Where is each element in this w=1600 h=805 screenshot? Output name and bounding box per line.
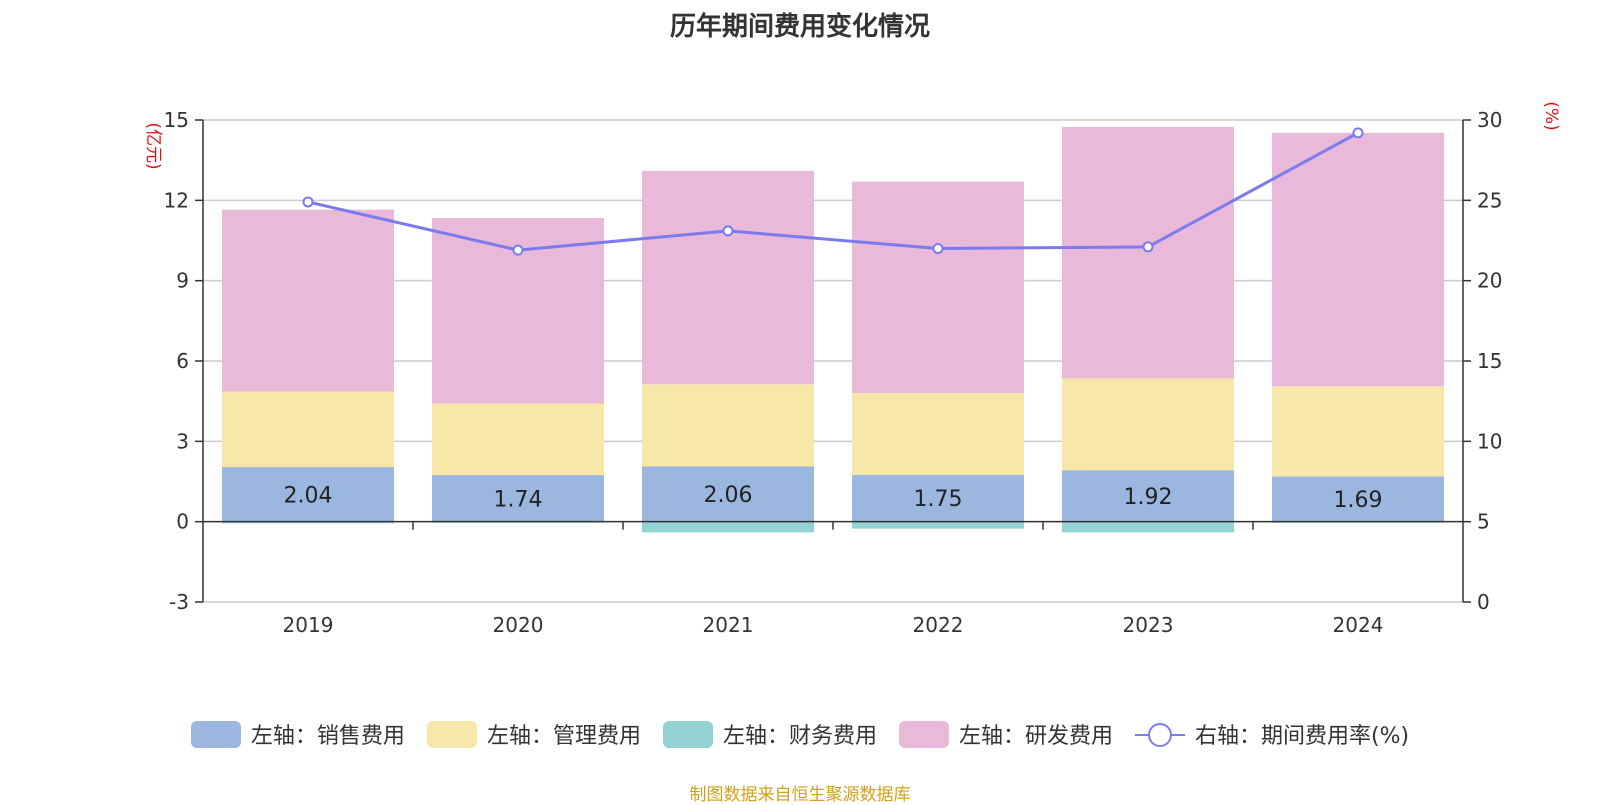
data-labels: 2.04 1.74 2.06 1.75 1.92 1.69: [284, 483, 1383, 513]
legend-swatch-finance: [662, 720, 713, 748]
left-tick-label: 15: [164, 108, 189, 132]
bar-左轴：研发费用-2021: [642, 170, 814, 385]
rate-point-2021: [722, 225, 734, 237]
right-tick-label: 20: [1477, 269, 1502, 293]
legend-item-finance[interactable]: 左轴：财务费用: [662, 718, 877, 750]
bar-左轴：销售费用-2021: [642, 466, 814, 522]
data-label: 1.74: [494, 487, 543, 512]
right-unit-label: (%): [1541, 101, 1561, 130]
left-tick-label: 3: [176, 429, 189, 453]
category-label: 2020: [493, 613, 544, 637]
bar-左轴：财务费用-2022: [852, 521, 1024, 529]
axes: -3 0 3 6 9 12 15 0 5 10 15 20 25 30 (亿元) (%) 2019 2020 202…: [143, 101, 1561, 637]
legend-label-sales: 左轴：销售费用: [250, 724, 405, 749]
rate-point-2023: [1142, 241, 1154, 253]
bar-左轴：研发费用-2022: [852, 181, 1024, 394]
right-tick-label: 0: [1477, 590, 1490, 614]
bar-左轴：管理费用-2019: [222, 391, 394, 468]
bar-左轴：销售费用-2022: [852, 474, 1024, 522]
rate-polyline: [307, 131, 1359, 252]
data-label: 1.69: [1334, 488, 1383, 513]
bar-左轴：管理费用-2022: [852, 393, 1024, 475]
bar-左轴：研发费用-2023: [1062, 126, 1234, 379]
legend-swatch-rnd: [898, 720, 949, 748]
right-tick-label: 10: [1477, 429, 1502, 453]
bar-左轴：财务费用-2019: [222, 521, 394, 524]
data-label: 1.75: [914, 487, 963, 512]
left-unit-label: (亿元): [143, 122, 163, 169]
legend-label-rnd: 左轴：研发费用: [958, 724, 1113, 749]
bar-左轴：管理费用-2023: [1062, 378, 1234, 471]
left-tick-label: 6: [176, 349, 189, 373]
right-tick-label: 5: [1477, 510, 1490, 534]
legend-item-rnd[interactable]: 左轴：研发费用: [898, 718, 1113, 750]
legend-label-rate: 右轴：期间费用率(%): [1194, 724, 1410, 749]
data-label: 2.04: [284, 483, 333, 508]
category-label: 2023: [1123, 613, 1174, 637]
bar-左轴：管理费用-2020: [432, 403, 604, 476]
bar-左轴：研发费用-2024: [1272, 132, 1444, 387]
bar-左轴：销售费用-2020: [432, 475, 604, 522]
chart-title: 历年期间费用变化情况: [669, 12, 930, 42]
bar-左轴：销售费用-2019: [222, 467, 394, 522]
category-label: 2024: [1333, 613, 1384, 637]
legend-swatch-rate: [1134, 721, 1185, 748]
rate-line: [302, 127, 1364, 256]
left-tick-label: 12: [164, 188, 189, 212]
grid-lines: [203, 119, 1463, 603]
legend-label-finance: 左轴：财务费用: [722, 724, 877, 749]
category-label: 2019: [283, 613, 334, 637]
legend-swatch-sales: [190, 720, 241, 748]
rate-point-2020: [512, 244, 524, 256]
legend-item-rate[interactable]: 右轴：期间费用率(%): [1134, 718, 1410, 750]
legend: 左轴：销售费用 左轴：管理费用 左轴：财务费用 左轴：研发费用 右轴：期间费用率…: [0, 718, 1600, 750]
data-label: 2.06: [704, 483, 753, 508]
legend-label-admin: 左轴：管理费用: [486, 724, 641, 749]
bar-左轴：研发费用-2019: [222, 209, 394, 392]
right-tick-label: 15: [1477, 349, 1502, 373]
right-tick-label: 30: [1477, 108, 1502, 132]
bar-左轴：财务费用-2021: [642, 521, 814, 533]
category-label: 2022: [913, 613, 964, 637]
right-tick-label: 25: [1477, 188, 1502, 212]
legend-item-sales[interactable]: 左轴：销售费用: [190, 718, 405, 750]
bar-左轴：管理费用-2021: [642, 384, 814, 467]
source-note: 制图数据来自恒生聚源数据库: [689, 785, 911, 805]
rate-point-2024: [1352, 127, 1364, 139]
data-label: 1.92: [1124, 485, 1173, 510]
bar-左轴：财务费用-2023: [1062, 521, 1234, 533]
left-tick-label: 9: [176, 269, 189, 293]
rate-point-2022: [932, 243, 944, 255]
bar-左轴：销售费用-2024: [1272, 476, 1444, 522]
legend-item-admin[interactable]: 左轴：管理费用: [426, 718, 641, 750]
legend-swatch-admin: [426, 720, 477, 748]
category-label: 2021: [703, 613, 754, 637]
bars: [222, 126, 1444, 533]
chart-svg: -3 0 3 6 9 12 15 0 5 10 15 20 25 30 (亿元) (%) 2019 2020 202…: [143, 101, 1561, 637]
left-tick-label: 0: [176, 510, 189, 534]
bar-左轴：销售费用-2023: [1062, 470, 1234, 522]
left-tick-label: -3: [169, 590, 189, 614]
rate-point-2019: [302, 196, 314, 208]
bar-左轴：管理费用-2024: [1272, 386, 1444, 477]
